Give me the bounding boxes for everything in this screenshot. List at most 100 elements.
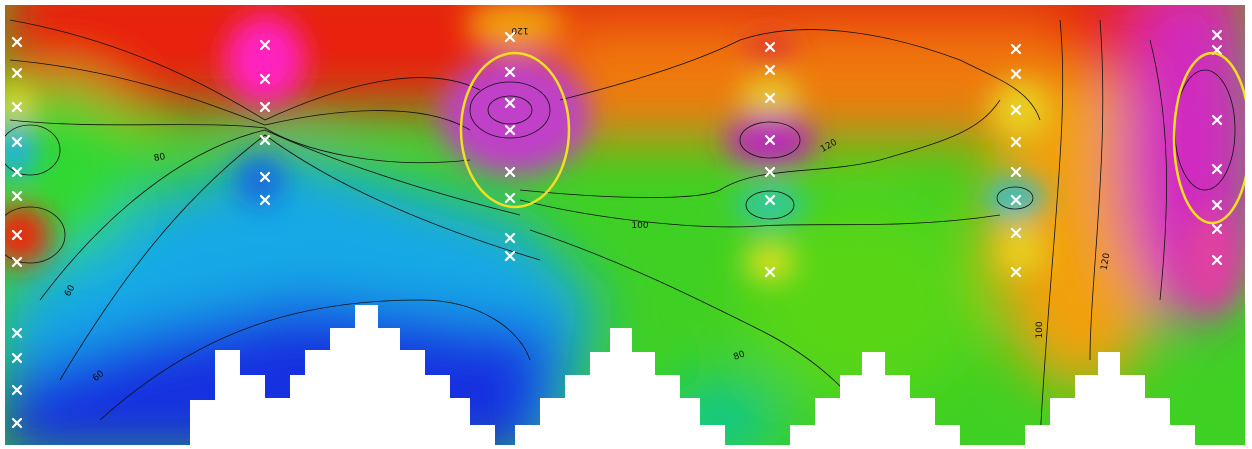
- green-blob: [740, 200, 980, 400]
- station-marker: [764, 166, 776, 178]
- station-marker: [11, 67, 23, 79]
- contour-line: [5, 124, 61, 176]
- marker-stroke: [11, 417, 23, 429]
- contour-line: [739, 121, 801, 159]
- marker-stroke: [1211, 254, 1223, 266]
- station-marker: [259, 194, 271, 206]
- marker-stroke: [259, 73, 271, 85]
- marker-stroke: [764, 194, 776, 206]
- marker-stroke: [11, 384, 23, 396]
- no-data-area: [190, 305, 1195, 445]
- contour-line: [9, 59, 471, 131]
- marker-stroke: [504, 66, 516, 78]
- contour-line: [9, 19, 481, 121]
- station-marker: [259, 73, 271, 85]
- marker-stroke: [1010, 68, 1022, 80]
- station-marker: [11, 229, 23, 241]
- magenta-anomaly: [225, 15, 305, 105]
- marker-stroke: [504, 166, 516, 178]
- marker-stroke: [259, 194, 271, 206]
- contour-line: [99, 299, 531, 421]
- yellow-anomaly: [990, 80, 1050, 140]
- station-marker: [11, 417, 23, 429]
- contour-line: [469, 81, 551, 139]
- magenta-anomaly: [1180, 210, 1240, 310]
- marker-stroke: [1010, 136, 1022, 148]
- marker-stroke: [1010, 227, 1022, 239]
- station-marker: [504, 192, 516, 204]
- station-marker: [259, 171, 271, 183]
- marker-stroke: [764, 41, 776, 53]
- contour-line: [59, 134, 541, 381]
- marker-stroke: [11, 229, 23, 241]
- blue-anomaly: [235, 155, 285, 205]
- station-marker: [11, 36, 23, 48]
- orange-band: [560, 30, 1060, 140]
- station-marker: [504, 31, 516, 43]
- marker-stroke: [259, 134, 271, 146]
- marker-stroke: [1010, 194, 1022, 206]
- station-marker: [764, 92, 776, 104]
- contour-line: [996, 186, 1034, 210]
- station-marker: [11, 352, 23, 364]
- marker-stroke: [1211, 199, 1223, 211]
- yellow-anomaly: [740, 77, 800, 113]
- contour-label: 120: [1100, 252, 1113, 271]
- station-marker: [504, 97, 516, 109]
- station-marker: [11, 190, 23, 202]
- marker-stroke: [504, 124, 516, 136]
- marker-stroke: [11, 101, 23, 113]
- station-marker: [1211, 254, 1223, 266]
- station-marker: [11, 384, 23, 396]
- marker-stroke: [1010, 266, 1022, 278]
- station-marker: [1010, 43, 1022, 55]
- station-marker: [764, 64, 776, 76]
- marker-stroke: [764, 134, 776, 146]
- contour-line: [745, 190, 795, 220]
- yellow-anomaly: [745, 244, 795, 280]
- station-marker: [1010, 166, 1022, 178]
- marker-stroke: [1010, 166, 1022, 178]
- anomaly-layer: [5, 5, 1240, 310]
- marker-stroke: [1010, 43, 1022, 55]
- marker-stroke: [259, 39, 271, 51]
- station-marker: [764, 41, 776, 53]
- station-marker: [504, 66, 516, 78]
- station-marker: [1010, 104, 1022, 116]
- marker-stroke: [1211, 163, 1223, 175]
- station-marker: [11, 327, 23, 339]
- station-marker: [11, 136, 23, 148]
- marker-stroke: [504, 232, 516, 244]
- contour-line: [39, 129, 521, 301]
- station-marker: [764, 266, 776, 278]
- marker-stroke: [764, 92, 776, 104]
- station-marker: [504, 232, 516, 244]
- marker-stroke: [11, 36, 23, 48]
- marker-stroke: [11, 256, 23, 268]
- marker-stroke: [259, 101, 271, 113]
- station-marker: [259, 101, 271, 113]
- station-marker: [504, 124, 516, 136]
- contour-label: 100: [1035, 321, 1045, 338]
- station-marker: [1211, 29, 1223, 41]
- station-marker: [1211, 114, 1223, 126]
- contour-label: 80: [732, 349, 746, 362]
- station-markers: [11, 29, 1223, 429]
- contour-line: [1089, 19, 1104, 361]
- station-marker: [11, 101, 23, 113]
- cyan-anomaly: [5, 120, 35, 180]
- contour-line: [1039, 19, 1064, 441]
- marker-stroke: [764, 64, 776, 76]
- station-marker: [1211, 199, 1223, 211]
- station-marker: [11, 256, 23, 268]
- station-marker: [1010, 68, 1022, 80]
- marker-stroke: [504, 31, 516, 43]
- contour-label: 120: [511, 25, 528, 35]
- marker-stroke: [504, 250, 516, 262]
- marker-stroke: [259, 171, 271, 183]
- station-marker: [11, 166, 23, 178]
- station-marker: [1211, 223, 1223, 235]
- magenta-anomaly: [440, 55, 590, 175]
- marker-stroke: [11, 136, 23, 148]
